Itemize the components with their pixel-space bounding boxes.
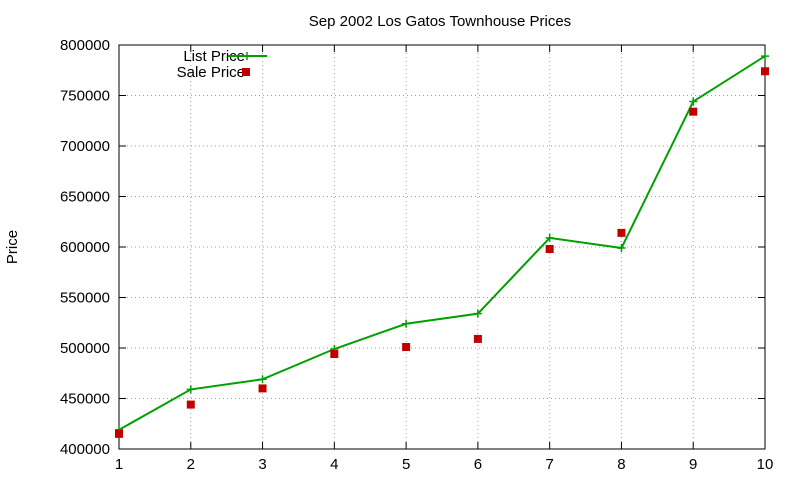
x-tick-label: 7 — [545, 456, 553, 473]
legend-square-swatch — [242, 68, 250, 76]
sale-price-point — [761, 67, 769, 76]
x-tick-label: 1 — [115, 456, 123, 473]
y-tick-label: 450000 — [60, 391, 110, 408]
chart-title: Sep 2002 Los Gatos Townhouse Prices — [309, 13, 571, 30]
legend-label: Sale Price — [177, 64, 245, 81]
x-tick-label: 10 — [757, 456, 774, 473]
y-tick-label: 400000 — [60, 441, 110, 458]
sale-price-point — [258, 384, 267, 393]
x-tick-label: 4 — [330, 456, 338, 473]
y-tick-label: 750000 — [60, 88, 110, 105]
sale-price-point — [473, 334, 482, 343]
y-tick-label: 600000 — [60, 239, 110, 256]
axis-ticks: 400000 450000 500000 550000 600000 650000 7000… — [60, 37, 773, 473]
list-price-point — [186, 385, 195, 394]
list-price-point — [402, 319, 411, 328]
y-tick-label: 650000 — [60, 189, 110, 206]
sale-price-point — [545, 245, 554, 254]
y-tick-label: 550000 — [60, 290, 110, 307]
x-tick-label: 9 — [689, 456, 697, 473]
list-price-point — [689, 97, 698, 106]
list-price-point — [473, 309, 482, 318]
x-tick-label: 5 — [402, 456, 410, 473]
legend-plus-swatch — [243, 52, 251, 60]
list-price-point — [761, 52, 769, 61]
x-tick-label: 2 — [187, 456, 195, 473]
x-tick-label: 6 — [474, 456, 482, 473]
x-tick-label: 8 — [617, 456, 625, 473]
sale-price-point — [617, 228, 626, 237]
list-price-point — [617, 244, 626, 253]
list-price-point — [545, 233, 554, 242]
sale-price-point — [402, 342, 411, 351]
list-price-point — [258, 375, 267, 384]
legend-label: List Price — [183, 48, 245, 65]
y-tick-label: 500000 — [60, 340, 110, 357]
sale-price-point — [186, 400, 195, 409]
x-tick-label: 3 — [258, 456, 266, 473]
sale-price-point — [330, 350, 339, 359]
sale-price-point — [689, 107, 698, 116]
y-tick-label: 800000 — [60, 37, 110, 54]
sale-price-point — [115, 429, 123, 438]
y-tick-label: 700000 — [60, 138, 110, 155]
series-layer — [115, 52, 769, 438]
y-axis-label: Price — [4, 230, 21, 264]
list-price-line — [118, 55, 766, 431]
